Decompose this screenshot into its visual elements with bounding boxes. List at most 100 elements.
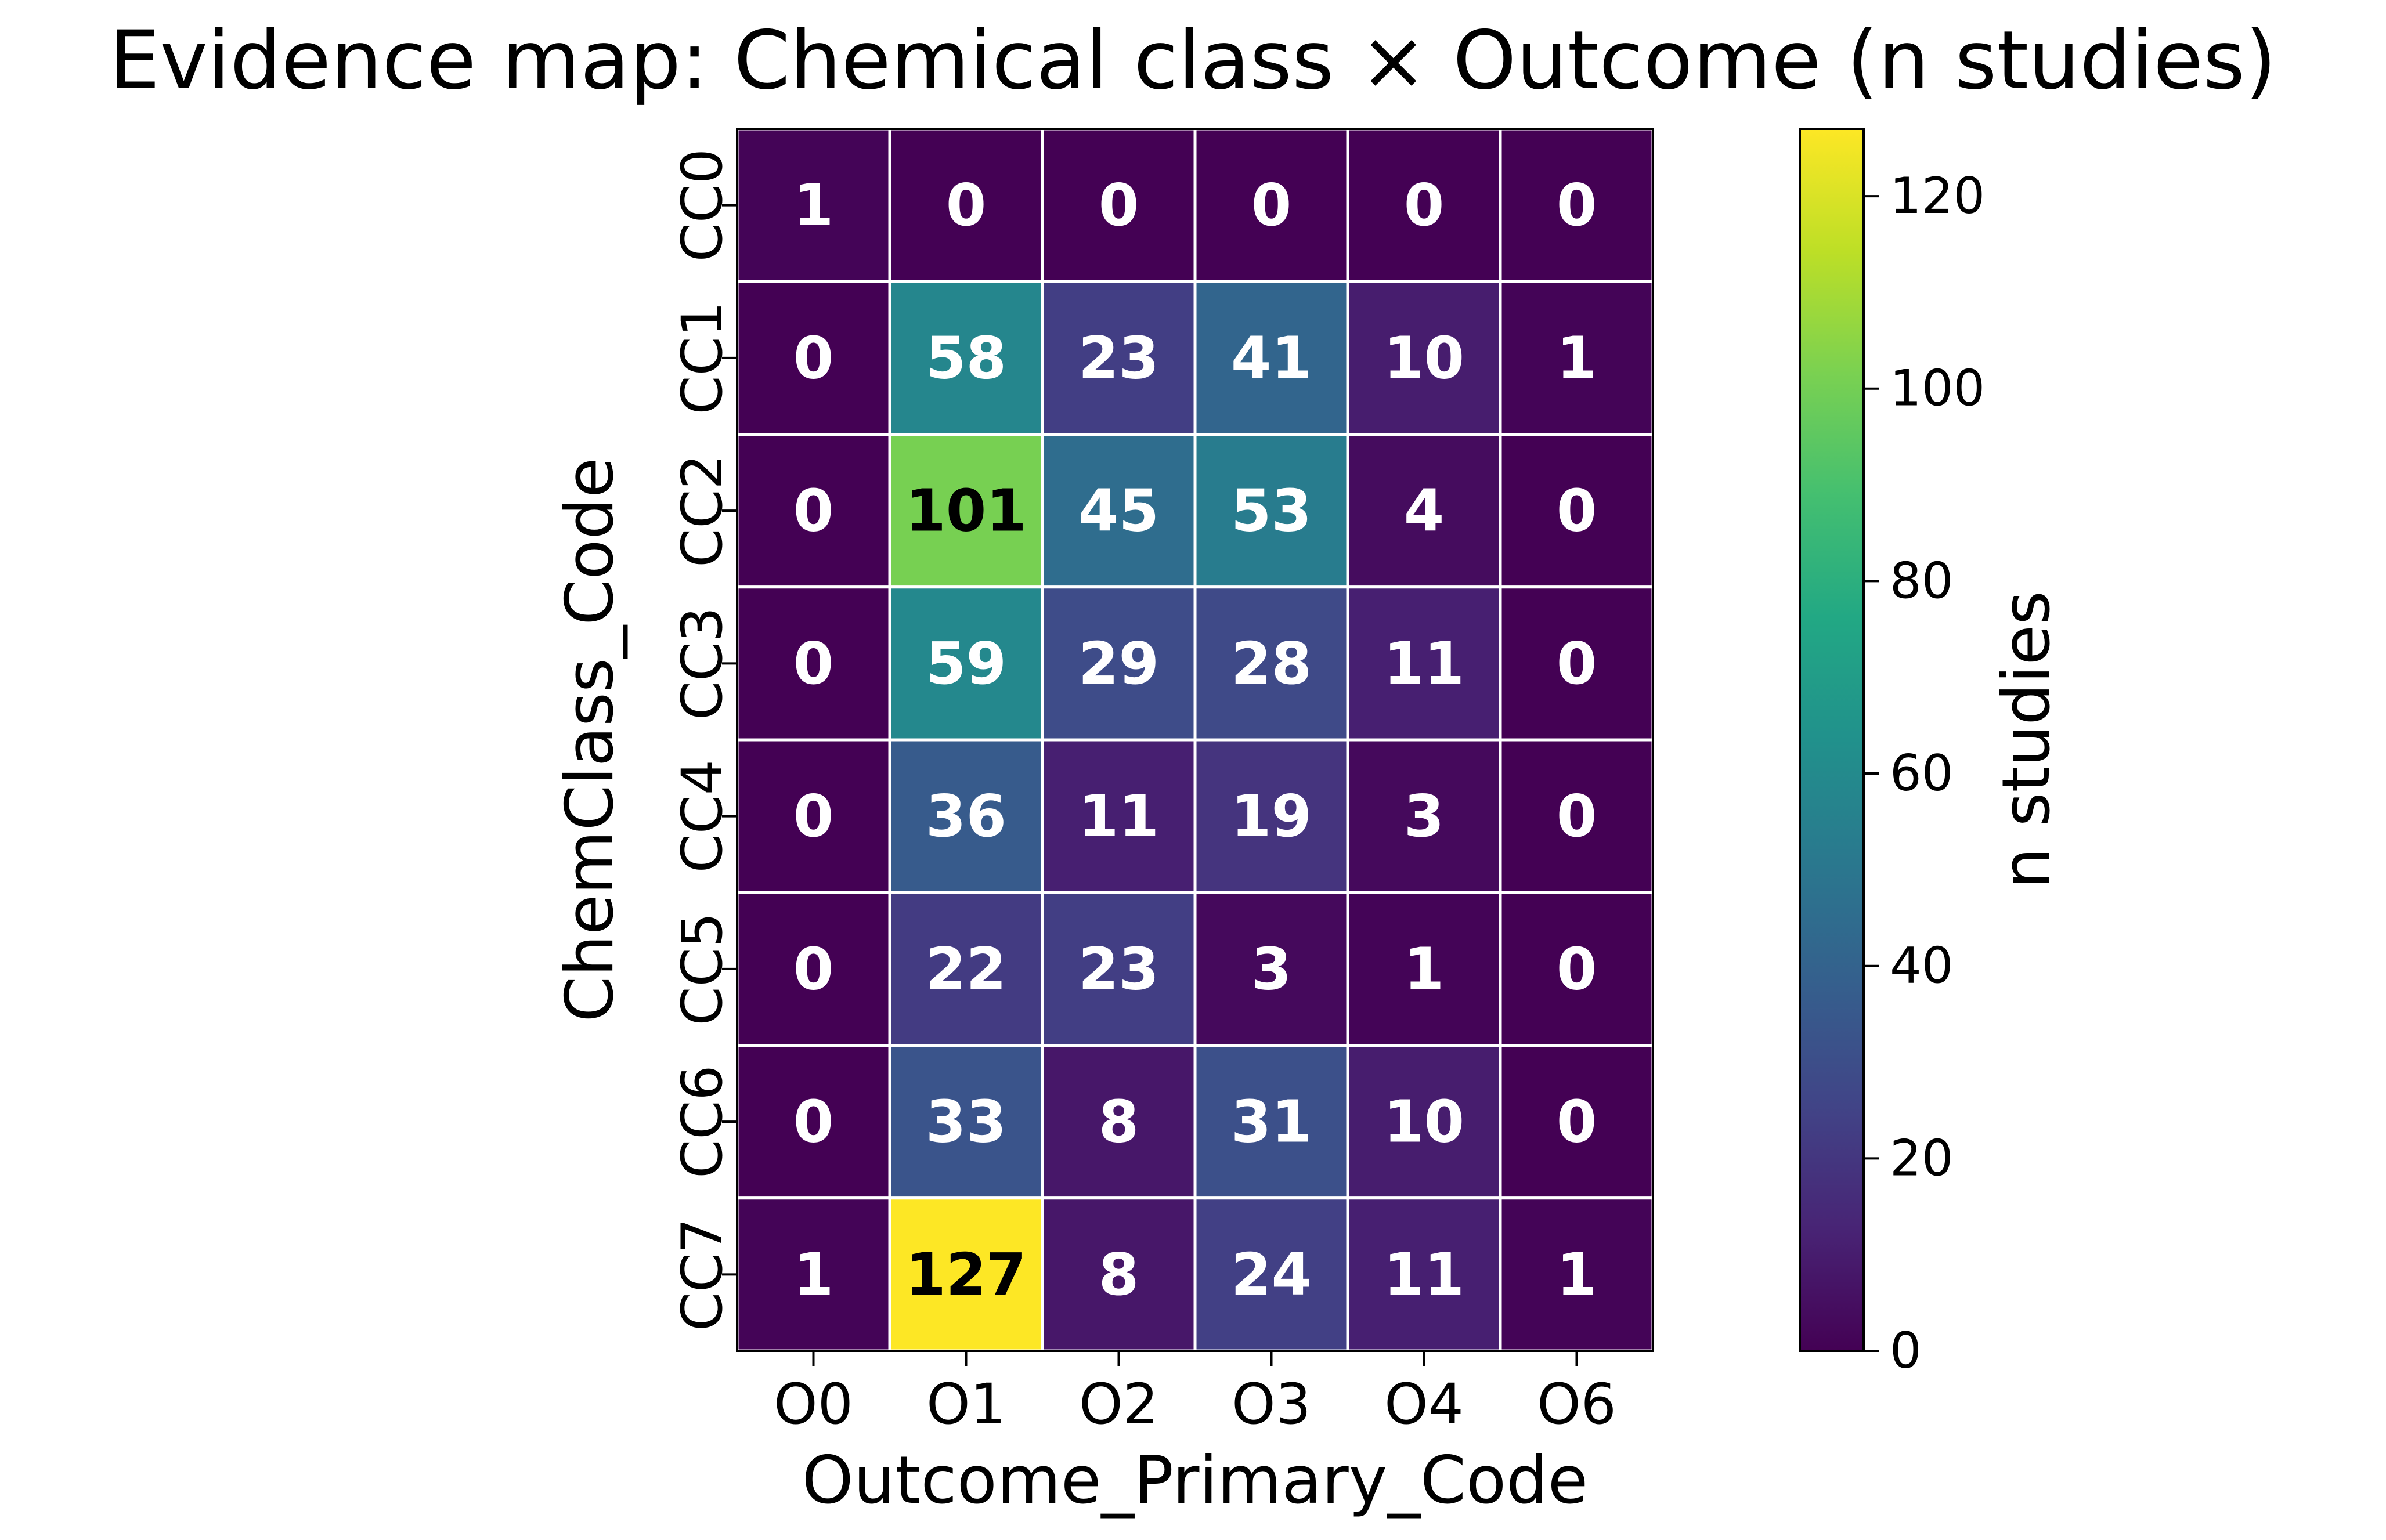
heatmap-cell [1499,585,1655,742]
cell-value-label: 0 [1404,171,1445,239]
plot-frame [736,128,1654,1352]
cell-value-label: 0 [1099,171,1139,239]
cell-value-label: 127 [905,1241,1027,1308]
cell-value-label: 23 [1078,324,1159,392]
cell-value-label: 3 [1404,782,1445,850]
cell-value-label: 0 [793,477,834,545]
y-tick-label: CC0 [670,149,735,262]
heatmap-cell [735,127,891,283]
y-axis-ticks: CC0 CC1 CC2 CC3 CC4 CC5 CC6 CC7 [670,149,737,1331]
cell-value-label: 24 [1231,1241,1312,1308]
cell-value-label: 0 [793,935,834,1003]
cell-value-label: 1 [1557,324,1597,392]
heatmap-cell [1346,585,1502,742]
colorbar [1799,128,1865,1352]
colorbar-label: n studies [1988,591,2064,889]
heatmap-cell [888,1044,1044,1200]
cell-value-label: 53 [1231,477,1312,545]
colorbar-tick-label: 60 [1890,744,1953,802]
cell-value-label: 0 [793,1088,834,1156]
x-tick-label: O6 [1537,1372,1616,1437]
cell-value-label: 19 [1231,782,1312,850]
cell-value-label: 101 [905,477,1027,545]
heatmap-cells [735,127,1655,1353]
heatmap-cell [1193,280,1349,436]
heatmap-cell [735,891,891,1047]
heatmap-cell [735,1196,891,1353]
heatmap-cell [1499,433,1655,589]
heatmap-cell [1499,738,1655,894]
x-axis-label: Outcome_Primary_Code [802,1442,1589,1519]
heatmap-cell [1193,585,1349,742]
y-tick-label: CC3 [670,607,735,720]
colorbar-tick-label: 100 [1890,360,1985,418]
x-tick-label: O1 [926,1372,1006,1437]
heatmap-cell [1499,280,1655,436]
cell-value-label: 0 [1557,477,1597,545]
y-tick-label: CC1 [670,301,735,414]
y-tick-label: CC6 [670,1065,735,1179]
x-tick-label: O2 [1079,1372,1158,1437]
heatmap-cell [888,433,1044,589]
colorbar-tick-label: 120 [1890,167,1985,225]
cell-value-label: 11 [1384,630,1464,697]
heatmap-cell [1499,1196,1655,1353]
cell-value-label: 4 [1404,477,1445,545]
heatmap-cell [1041,1196,1197,1353]
y-axis-label: ChemClass_Code [551,457,628,1022]
cell-value-label: 0 [793,630,834,697]
cell-value-label: 29 [1078,630,1159,697]
x-tick-label: O3 [1232,1372,1311,1437]
cell-value-label: 1 [1557,1241,1597,1308]
heatmap-cell [1193,1196,1349,1353]
cell-value-label: 1 [1404,935,1445,1003]
heatmap-cell [1041,1044,1197,1200]
x-axis-ticks: O0 O1 O2 O3 O4 O6 [774,1351,1616,1437]
cell-value-label: 11 [1384,1241,1464,1308]
cell-value-label: 0 [793,782,834,850]
cell-value-label: 28 [1231,630,1312,697]
colorbar-tick-label: 40 [1890,937,1953,995]
cell-value-label: 0 [1557,1088,1597,1156]
heatmap-cell [1041,433,1197,589]
cell-value-label: 59 [926,630,1006,697]
heatmap-cell [735,433,891,589]
cell-value-label: 58 [926,324,1006,392]
cell-value-label: 36 [926,782,1006,850]
cell-value-label: 0 [1557,630,1597,697]
cell-value-label: 8 [1099,1088,1139,1156]
y-tick-label: CC7 [670,1218,735,1331]
heatmap-cell-labels: 1 0 0 0 0 00 58 23 41 10 10 101 45 53 4 00 59 29 28 11 00 36 1… [793,171,1597,1308]
heatmap-cell [1041,280,1197,436]
cell-value-label: 0 [946,171,987,239]
cell-value-label: 10 [1384,1088,1464,1156]
cell-value-label: 8 [1099,1241,1139,1308]
heatmap-cell [1346,891,1502,1047]
heatmap-cell [1346,1196,1502,1353]
heatmap-cell [1041,127,1197,283]
cell-value-label: 1 [793,1241,834,1308]
cell-value-label: 33 [926,1088,1006,1156]
cell-value-label: 0 [1251,171,1292,239]
x-tick-label: O4 [1384,1372,1464,1437]
chart-title: Evidence map: Chemical class × Outcome (… [109,13,2277,107]
y-tick-label: CC5 [670,912,735,1025]
heatmap-cell [735,738,891,894]
x-tick-label: O0 [774,1372,853,1437]
heatmap-cell [1346,738,1502,894]
heatmap-cell [1041,585,1197,742]
y-tick-label: CC4 [670,760,735,873]
heatmap-cell [888,1196,1044,1353]
y-tick-label: CC2 [670,454,735,567]
cell-value-label: 22 [926,935,1006,1003]
heatmap-cell [888,280,1044,436]
colorbar-tick-label: 0 [1890,1322,1922,1380]
cell-value-label: 0 [1557,935,1597,1003]
cell-value-label: 3 [1251,935,1292,1003]
colorbar-ticks: 0 20 40 60 80 100 120 [1864,167,1985,1380]
heatmap-cell [1193,433,1349,589]
cell-value-label: 45 [1078,477,1159,545]
cell-value-label: 1 [793,171,834,239]
cell-value-label: 10 [1384,324,1464,392]
